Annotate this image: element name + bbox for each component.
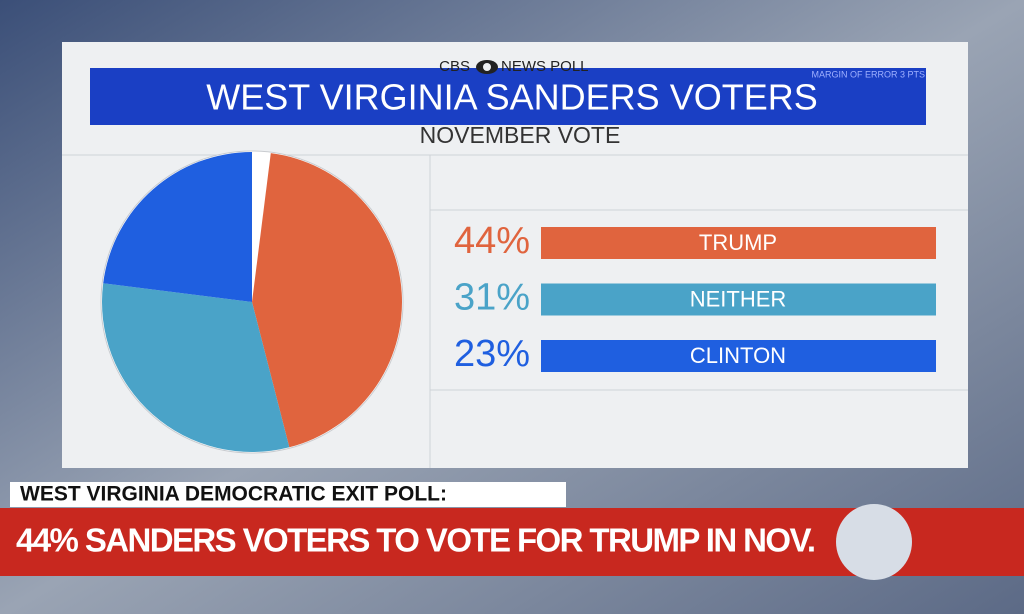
category-label: TRUMP xyxy=(699,230,777,255)
pie-slice xyxy=(103,152,252,302)
network-bug xyxy=(836,504,912,580)
pie-slice xyxy=(252,153,403,448)
category-label: CLINTON xyxy=(690,343,786,368)
lower-third-label-box xyxy=(10,482,566,507)
value-label: 23% xyxy=(454,333,530,375)
chart-title: WEST VIRGINIA SANDERS VOTERS xyxy=(206,77,817,118)
brand: CBS xyxy=(439,58,470,75)
lower-third-headline: 44% SANDERS VOTERS TO VOTE FOR TRUMP IN … xyxy=(16,522,816,559)
category-bar xyxy=(541,227,936,259)
lower-third-label: WEST VIRGINIA DEMOCRATIC EXIT POLL: xyxy=(20,483,447,506)
margin-note: MARGIN OF ERROR 3 PTS xyxy=(811,69,925,79)
chart-subtitle: NOVEMBER VOTE xyxy=(420,122,621,148)
value-label: 44% xyxy=(454,220,530,262)
category-label: NEITHER xyxy=(690,286,787,311)
title-bar xyxy=(90,68,926,125)
brand-suffix: NEWS POLL xyxy=(501,58,589,75)
category-bar xyxy=(541,283,936,316)
legend-rows: 44% TRUMP 31% NEITHER 23% CLINTON xyxy=(454,220,936,375)
cbs-eye xyxy=(476,60,498,74)
pie-slice xyxy=(102,283,290,453)
category-bar xyxy=(541,340,936,372)
value-label: 31% xyxy=(454,277,530,319)
pie xyxy=(102,152,403,453)
